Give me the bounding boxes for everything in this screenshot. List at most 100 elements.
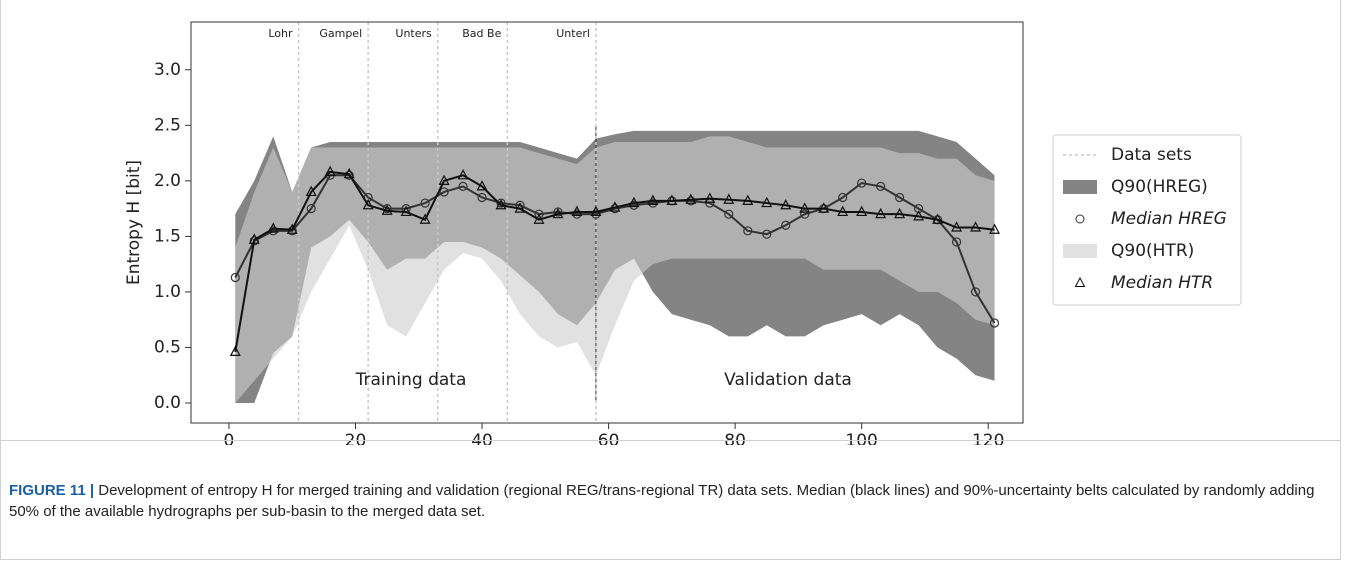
median-marker bbox=[876, 181, 886, 191]
y-tick-label: 3.0 bbox=[154, 60, 181, 80]
legend-swatch bbox=[1063, 180, 1097, 194]
median-marker bbox=[419, 213, 431, 224]
dataset-label: Bad Be bbox=[462, 27, 501, 40]
median-marker bbox=[781, 220, 791, 230]
median-marker bbox=[590, 205, 602, 217]
median-marker bbox=[267, 222, 279, 233]
median-marker bbox=[477, 192, 487, 203]
median-marker bbox=[951, 221, 963, 232]
median-marker bbox=[305, 185, 317, 197]
median-marker bbox=[439, 187, 449, 197]
median-marker bbox=[989, 223, 1001, 234]
y-tick-label: 1.5 bbox=[154, 226, 181, 246]
median-line bbox=[234, 170, 995, 353]
dataset-label: Gampel bbox=[319, 27, 362, 40]
median-marker bbox=[457, 169, 469, 180]
median-marker bbox=[723, 193, 735, 204]
median-marker bbox=[400, 205, 412, 217]
y-tick-label: 0.0 bbox=[154, 393, 181, 413]
plot-frame bbox=[190, 21, 1024, 424]
y-tick-label: 2.0 bbox=[154, 171, 181, 191]
region-annotation: Validation data bbox=[724, 370, 852, 390]
legend-label: Data sets bbox=[1111, 145, 1192, 165]
median-marker bbox=[533, 213, 545, 224]
caption-text: Development of entropy H for merged trai… bbox=[9, 482, 1315, 520]
median-marker bbox=[420, 198, 430, 208]
median-marker bbox=[571, 205, 583, 217]
median-marker bbox=[495, 199, 507, 210]
median-marker bbox=[343, 167, 355, 179]
median-marker bbox=[685, 193, 697, 204]
median-marker bbox=[344, 170, 354, 180]
median-marker bbox=[704, 192, 716, 203]
median-marker bbox=[837, 205, 849, 217]
median-marker bbox=[762, 229, 772, 239]
dataset-label: Unters bbox=[395, 27, 432, 40]
median-marker bbox=[229, 345, 241, 357]
median-marker bbox=[932, 213, 944, 224]
median-marker bbox=[666, 194, 678, 205]
median-marker bbox=[743, 226, 753, 236]
caption: FIGURE 11 | Development of entropy H for… bbox=[9, 480, 1329, 522]
legend-box bbox=[1052, 134, 1242, 306]
legend-label: Median HREG bbox=[1111, 209, 1227, 229]
median-marker bbox=[286, 223, 298, 234]
median-marker bbox=[875, 207, 887, 219]
median-marker bbox=[534, 209, 544, 219]
x-tick-label: 100 bbox=[845, 431, 877, 445]
median-marker bbox=[989, 318, 1000, 328]
x-tick-label: 20 bbox=[345, 431, 367, 445]
caption-label: FIGURE 11 | bbox=[9, 482, 95, 499]
median-marker bbox=[818, 202, 830, 213]
median-marker bbox=[894, 207, 906, 219]
median-marker bbox=[609, 201, 621, 212]
legend-label: Q90(HREG) bbox=[1111, 177, 1208, 197]
chart: Lohr Gampel Unters Bad Be Unterl 0 20 40 60 80 100… bbox=[124, 21, 1242, 445]
x-tick-label: 80 bbox=[724, 431, 746, 445]
legend-swatch bbox=[1075, 214, 1085, 224]
x-tick-label: 60 bbox=[598, 431, 620, 445]
y-tick-label: 2.5 bbox=[154, 115, 181, 135]
median-marker bbox=[248, 233, 260, 244]
median-marker bbox=[476, 180, 488, 191]
y-axis-label: Entropy H [bit] bbox=[124, 160, 144, 285]
dataset-label: Unterl bbox=[556, 27, 590, 40]
median-marker bbox=[780, 199, 792, 210]
median-marker bbox=[913, 210, 925, 221]
region-annotation: Training data bbox=[355, 370, 467, 390]
median-line bbox=[234, 174, 996, 324]
x-tick-label: 0 bbox=[224, 431, 235, 445]
y-tick-label: 0.5 bbox=[154, 337, 181, 357]
median-marker bbox=[970, 221, 982, 232]
x-tick-label: 120 bbox=[972, 431, 1004, 445]
median-marker bbox=[438, 174, 450, 185]
legend-swatch bbox=[1063, 244, 1097, 258]
separator bbox=[1, 440, 1341, 441]
median-marker bbox=[970, 287, 981, 297]
median-marker bbox=[552, 207, 564, 219]
median-marker bbox=[458, 181, 468, 191]
median-marker bbox=[362, 199, 374, 210]
median-marker bbox=[628, 196, 640, 208]
median-marker bbox=[514, 202, 526, 213]
x-tick-label: 40 bbox=[471, 431, 493, 445]
median-marker bbox=[951, 237, 962, 247]
median-marker bbox=[647, 194, 659, 205]
median-marker bbox=[287, 226, 297, 236]
median-marker bbox=[895, 192, 905, 203]
legend-label: Median HTR bbox=[1111, 273, 1213, 293]
dataset-label: Lohr bbox=[268, 27, 293, 40]
median-marker bbox=[724, 209, 734, 219]
y-tick-label: 1.0 bbox=[154, 282, 181, 302]
median-marker bbox=[306, 204, 316, 214]
median-marker bbox=[324, 165, 336, 177]
legend: Data sets Q90(HREG) Median HREG Q90(HTR) Med… bbox=[1052, 134, 1242, 306]
legend-label: Q90(HTR) bbox=[1111, 241, 1194, 261]
legend-swatch bbox=[1074, 276, 1086, 287]
median-marker bbox=[381, 204, 393, 215]
median-marker bbox=[742, 194, 754, 205]
median-marker bbox=[857, 178, 867, 188]
median-marker bbox=[761, 196, 773, 208]
median-marker bbox=[838, 192, 848, 203]
median-marker bbox=[856, 205, 868, 217]
